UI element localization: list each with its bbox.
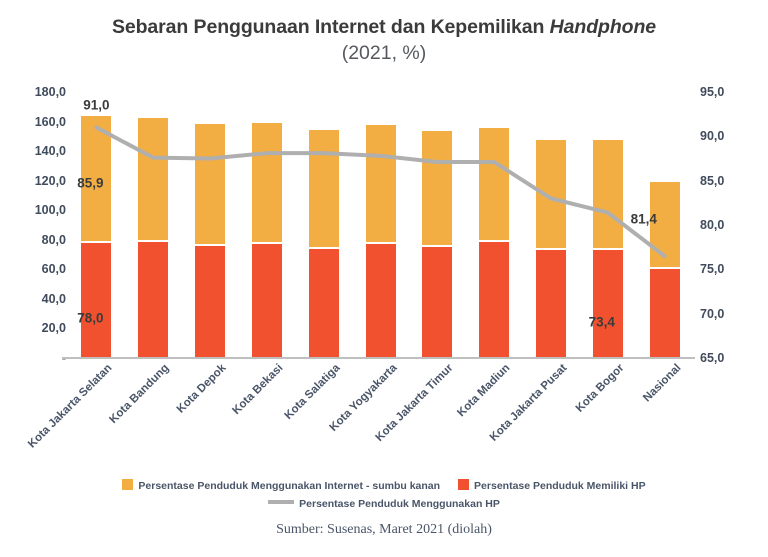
bar-segment-internet-usage[interactable] [251, 122, 282, 243]
y-axis-left-tick: 20,0 [41, 321, 66, 336]
x-axis-category-label: Kota Jakarta Selatan [26, 362, 115, 451]
x-axis-category-label: Kota Salatiga [282, 362, 343, 423]
bar-stack[interactable] [308, 129, 339, 358]
chart-subtitle: (2021, %) [341, 42, 427, 64]
y-axis-left-tick: 180,0 [34, 85, 66, 99]
legend-square-swatch-icon [122, 479, 134, 491]
bar-segment-hp-ownership[interactable] [138, 242, 169, 358]
legend-row: Persentase Penduduk Menggunakan Internet… [0, 478, 768, 495]
bar-series-group [68, 92, 693, 358]
data-label-line-value: 81,4 [630, 211, 657, 227]
x-axis-baseline [62, 357, 695, 359]
bar-stack[interactable] [81, 115, 112, 358]
y-axis-right-tick: 70,0 [700, 306, 725, 321]
y-axis-left-tick: 80,0 [41, 232, 66, 247]
x-axis-category-label: Nasional [640, 362, 684, 405]
y-axis-left: -20,040,060,080,0100,0120,0140,0160,0180… [14, 85, 66, 365]
legend-row: Persentase Penduduk Menggunakan HP [0, 495, 768, 512]
data-label-line-value: 91,0 [83, 97, 110, 113]
bar-segment-internet-usage[interactable] [81, 115, 112, 241]
bar-segment-internet-usage[interactable] [308, 129, 339, 247]
bar-segment-hp-ownership[interactable] [592, 249, 623, 358]
y-axis-left-tick: 100,0 [34, 203, 66, 218]
line-series-hp-usage [94, 125, 667, 259]
legend-item[interactable]: Persentase Penduduk Memiliki HP [458, 478, 646, 495]
bar-segment-hp-ownership[interactable] [251, 244, 282, 358]
plot-area: 91,0 85,9 78,0 81,4 73,4 [68, 92, 693, 358]
line-path-hp-usage [94, 125, 667, 259]
bar-segment-internet-usage[interactable] [649, 182, 680, 267]
bar-stack[interactable] [365, 124, 396, 358]
y-axis-right-tick: 80,0 [700, 218, 725, 232]
bar-segment-internet-usage[interactable] [195, 124, 226, 245]
data-label-hp-value: 73,4 [588, 314, 615, 330]
x-axis-category-label: Kota Madiun [455, 362, 513, 420]
legend-item[interactable]: Persentase Penduduk Menggunakan HP [268, 496, 500, 513]
y-axis-left-tick: 160,0 [34, 114, 66, 129]
y-axis-right: 65,0 70,0 75,0 80,0 85,0 90,0 95,0 [700, 85, 752, 365]
data-label-hp-value: 78,0 [77, 310, 104, 326]
legend-item-label: Persentase Penduduk Menggunakan HP [299, 497, 500, 510]
y-axis-right-tick: 85,0 [700, 173, 725, 188]
legend-line-swatch-icon [268, 499, 295, 504]
x-axis-category-label: Kota Bekasi [230, 362, 286, 418]
y-axis-left-tick: 140,0 [34, 144, 66, 159]
bar-stack[interactable] [479, 127, 510, 358]
title-block: Sebaran Penggunaan Internet dan Kepemili… [0, 14, 768, 66]
chart-title-text: Sebaran Penggunaan Internet dan Kepemili… [111, 16, 550, 38]
bar-segment-hp-ownership[interactable] [535, 250, 566, 358]
legend-item[interactable]: Persentase Penduduk Menggunakan Internet… [122, 478, 440, 495]
data-label-internet-value: 85,9 [77, 175, 104, 191]
chart-title-emphasis: Handphone [549, 16, 657, 38]
chart-title: Sebaran Penggunaan Internet dan Kepemili… [0, 14, 768, 40]
bar-segment-hp-ownership[interactable] [195, 246, 226, 358]
bar-stack[interactable] [251, 122, 282, 358]
source-note: Sumber: Susenas, Maret 2021 (diolah) [276, 522, 492, 537]
y-axis-right-tick: 90,0 [700, 129, 725, 144]
x-axis-category-labels: Kota Jakarta Selatan Kota Bandung Kota Dep… [26, 362, 693, 467]
bar-stack[interactable] [195, 124, 226, 358]
bar-segment-hp-ownership[interactable] [422, 247, 453, 358]
bar-segment-internet-usage[interactable] [592, 140, 623, 248]
y-axis-right-tick: 75,0 [700, 262, 725, 277]
bar-segment-hp-ownership[interactable] [308, 248, 339, 358]
y-axis-left-tick: 120,0 [34, 173, 66, 188]
bar-segment-internet-usage[interactable] [479, 127, 510, 241]
bar-segment-hp-ownership[interactable] [365, 244, 396, 358]
y-axis-right-tick: 95,0 [700, 85, 725, 99]
bar-segment-hp-ownership[interactable] [649, 268, 680, 358]
bar-segment-internet-usage[interactable] [138, 118, 169, 241]
legend-item-label: Persentase Penduduk Memiliki HP [474, 480, 646, 493]
bar-stack[interactable] [138, 118, 169, 358]
chart-legend: Persentase Penduduk Menggunakan Internet… [0, 478, 768, 513]
bar-segment-internet-usage[interactable] [422, 130, 453, 246]
bar-stack[interactable] [649, 182, 680, 358]
bar-stack[interactable] [592, 140, 623, 358]
y-axis-left-tick: 40,0 [41, 291, 66, 306]
y-axis-right-tick: 65,0 [700, 351, 725, 365]
legend-item-label: Persentase Penduduk Menggunakan Internet… [138, 480, 441, 493]
y-axis-left-tick: 60,0 [41, 262, 66, 277]
bar-stack[interactable] [422, 130, 453, 358]
x-axis-category-label: Kota Bogor [573, 362, 627, 415]
x-axis-category-label: Kota Bandung [107, 362, 172, 427]
bar-segment-hp-ownership[interactable] [81, 242, 112, 358]
x-axis-category-label: Kota Depok [174, 362, 229, 416]
bar-segment-internet-usage[interactable] [365, 124, 396, 243]
legend-square-swatch-icon [458, 479, 470, 491]
bar-segment-hp-ownership[interactable] [479, 242, 510, 358]
